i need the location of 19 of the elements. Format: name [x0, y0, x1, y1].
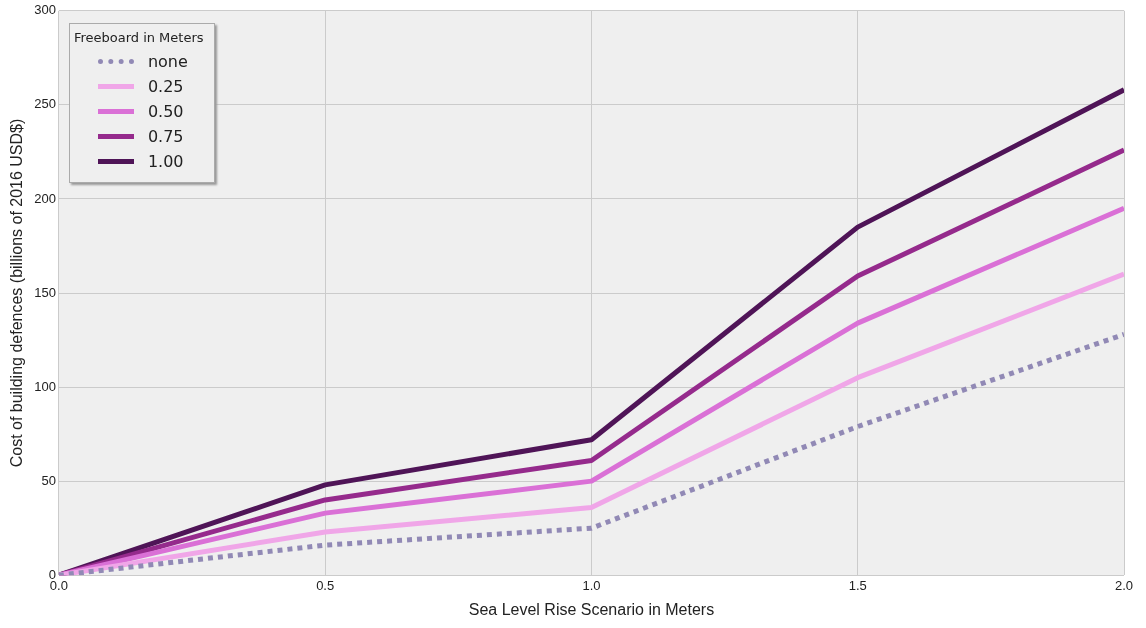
y-tick-label: 300	[34, 2, 56, 18]
x-tick-label: 0.5	[316, 577, 335, 593]
y-tick-label: 0	[48, 566, 56, 582]
x-tick-label: 2.0	[1114, 577, 1134, 593]
legend-label: 1.00	[147, 151, 184, 171]
legend-label: 0.75	[147, 126, 184, 146]
y-tick-label: 50	[41, 472, 56, 488]
legend-label: none	[147, 51, 188, 71]
y-tick-label: 100	[34, 378, 56, 394]
y-tick-label: 200	[34, 190, 56, 206]
legend-title: Freeboard in Meters	[73, 29, 204, 45]
y-tick-label: 250	[34, 96, 56, 112]
legend-label: 0.25	[147, 76, 184, 96]
legend-label: 0.50	[147, 101, 184, 121]
x-axis-title: Sea Level Rise Scenario in Meters	[468, 600, 715, 618]
x-tick-label: 1.5	[848, 577, 867, 593]
y-tick-label: 150	[34, 284, 56, 300]
x-tick-label: 1.0	[582, 577, 601, 593]
y-axis-title: Cost of building defences (billions of 2016 USD$)	[8, 118, 26, 468]
